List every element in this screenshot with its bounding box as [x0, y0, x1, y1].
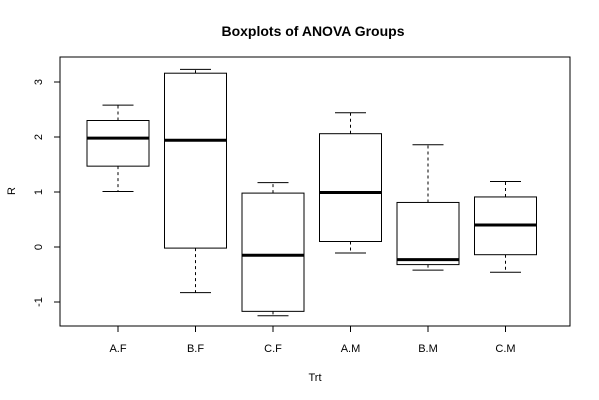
box-A.M: [319, 112, 382, 254]
box-C.M: [474, 181, 537, 273]
boxes-group: [86, 68, 537, 317]
x-tick-label: C.F: [264, 343, 282, 355]
y-axis: -1 0 1 2 3: [33, 79, 60, 307]
x-axis-label: Trt: [308, 372, 321, 384]
box-B.M: [396, 144, 460, 271]
box-A.F: [86, 104, 150, 192]
x-tick-label: B.M: [418, 343, 438, 355]
box-C.F: [241, 182, 305, 317]
x-tick-label: A.M: [341, 343, 361, 355]
chart-title: Boxplots of ANOVA Groups: [221, 23, 404, 39]
y-tick-label: 2: [33, 134, 45, 140]
box-iqr: [396, 201, 460, 266]
x-tick-label: A.F: [109, 343, 126, 355]
y-tick-label: 3: [33, 79, 45, 85]
box-iqr: [319, 133, 382, 242]
y-tick-label: 1: [33, 189, 45, 195]
x-tick-label: B.F: [187, 343, 204, 355]
y-tick-label: 0: [33, 244, 45, 250]
plot-frame: [59, 56, 571, 327]
box-iqr: [86, 120, 150, 167]
x-axis: A.F B.F C.F A.M B.M C.M: [109, 326, 516, 355]
box-iqr: [241, 192, 305, 312]
y-axis-label: R: [6, 187, 18, 195]
y-tick-label: -1: [33, 297, 45, 307]
x-tick-label: C.M: [495, 343, 515, 355]
box-iqr: [164, 72, 227, 249]
box-B.F: [164, 68, 227, 294]
